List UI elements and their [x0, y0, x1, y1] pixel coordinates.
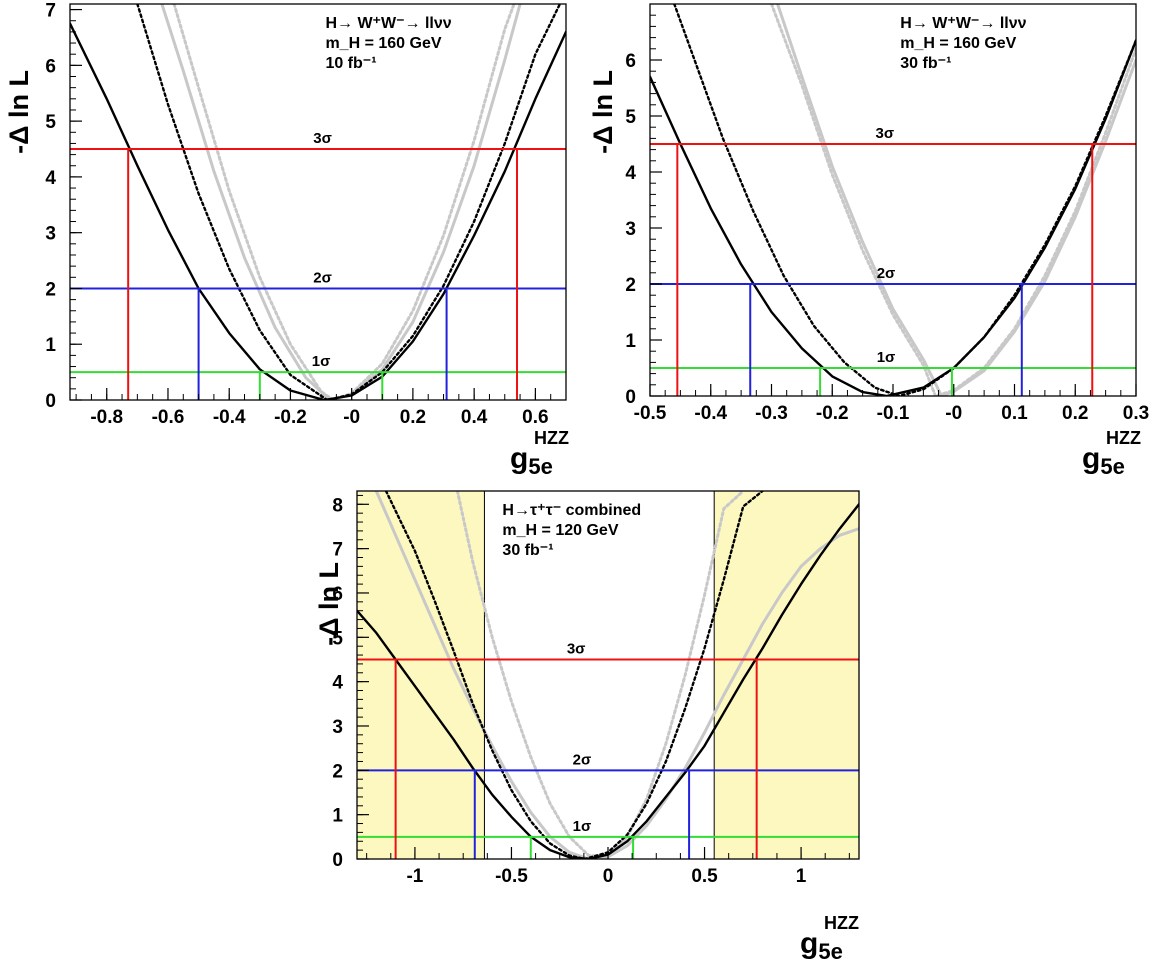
x-axis-label-subscript: 5e	[1100, 454, 1124, 479]
y-tick-label: 6	[332, 584, 343, 605]
x-tick-label: 0.4	[461, 407, 488, 428]
level-label-1sigma: 1σ	[877, 349, 896, 366]
curve-dotted-black	[673, 4, 1136, 396]
level-label-2sigma: 2σ	[877, 265, 896, 282]
x-axis-label-base: g	[800, 927, 818, 960]
plot-area	[650, 4, 1136, 396]
x-tick-label: -0.4	[213, 407, 246, 428]
info-line-3: 30 fb⁻¹	[900, 55, 951, 72]
info-line-1: H→ W⁺W⁻→ llνν	[900, 15, 1026, 32]
y-tick-label: 7	[332, 540, 343, 561]
x-tick-label: -0	[343, 407, 360, 428]
info-line-3: 10 fb⁻¹	[325, 55, 376, 72]
x-tick-label: 0.1	[1001, 403, 1028, 424]
y-tick-label: 4	[332, 673, 343, 694]
level-label-1sigma: 1σ	[573, 818, 592, 835]
y-axis-label: -Δ ln L	[588, 70, 618, 154]
level-label-3sigma: 3σ	[567, 640, 586, 657]
x-tick-label: 1	[796, 866, 807, 887]
level-label-2sigma: 2σ	[573, 751, 592, 768]
x-tick-label: -0.5	[634, 403, 667, 424]
excluded-band-0	[356, 490, 485, 860]
info-line-3: 30 fb⁻¹	[502, 542, 553, 559]
curve-solid-black	[650, 39, 1136, 396]
excluded-band-1	[713, 490, 860, 860]
y-tick-label: 0	[625, 387, 636, 408]
y-tick-label: 0	[332, 850, 343, 871]
x-axis-label-superscript: HZZ	[824, 913, 859, 933]
level-label-1sigma: 1σ	[312, 353, 331, 370]
y-tick-label: 0	[45, 391, 56, 412]
y-tick-label: 5	[332, 628, 343, 649]
y-tick-label: 8	[332, 495, 343, 516]
x-axis-label-base: g	[1082, 442, 1100, 475]
x-tick-label: -1	[406, 866, 423, 887]
y-tick-label: 6	[625, 51, 636, 72]
x-tick-label: -0.2	[816, 403, 849, 424]
x-tick-label: -0.1	[877, 403, 910, 424]
x-tick-label: -0.8	[90, 407, 123, 428]
y-axis-label: -Δ ln L	[4, 70, 34, 154]
y-tick-label: 3	[332, 717, 343, 738]
x-axis-label-base: g	[510, 442, 528, 475]
x-tick-label: 0.6	[522, 407, 548, 428]
chart-panel-top-right: 1σ 2σ 3σ -0.5 -0.4 -0.3 -0.2 -0.1 -0 0.1 0.2 0.3 0 1 2…	[588, 3, 1149, 479]
level-label-2sigma: 2σ	[313, 269, 332, 286]
curve-dotted-gray	[455, 491, 745, 859]
x-tick-label: -0.6	[152, 407, 185, 428]
y-tick-label: 4	[625, 163, 636, 184]
x-tick-label: -0.3	[755, 403, 788, 424]
plot-frame	[649, 3, 1137, 397]
y-tick-label: 5	[45, 112, 56, 133]
level-label-3sigma: 3σ	[875, 125, 894, 142]
y-tick-label: 3	[625, 219, 636, 240]
y-tick-label: 2	[332, 761, 343, 782]
x-tick-label: -0.5	[495, 866, 528, 887]
y-tick-label: 2	[625, 275, 636, 296]
x-axis-label-subscript: 5e	[528, 454, 552, 479]
chart-panel-top-left: 1σ 2σ 3σ -0.8 -0.6 -0.4 -0.2 -0 0.2 0.4 0.6 0 1 2 3 4 5 6…	[4, 1, 569, 479]
curve-solid-gray	[374, 491, 859, 859]
info-line-2: m_H = 120 GeV	[502, 522, 618, 539]
x-axis-label-superscript: HZZ	[534, 428, 569, 448]
y-tick-label: 6	[45, 56, 56, 77]
info-line-1: H→ W⁺W⁻→ llνν	[325, 15, 451, 32]
plot-area	[70, 4, 566, 400]
y-tick-label: 4	[45, 168, 56, 189]
x-axis-label-subscript: 5e	[818, 939, 842, 964]
x-axis-label-superscript: HZZ	[1106, 428, 1141, 448]
y-tick-label: 1	[625, 331, 636, 352]
x-tick-label: 0.2	[400, 407, 426, 428]
x-tick-label: 0.3	[1123, 403, 1149, 424]
x-axis-label: g5e	[1082, 442, 1125, 479]
info-line-2: m_H = 160 GeV	[325, 35, 441, 52]
x-axis-label: g5e	[800, 927, 843, 964]
y-tick-label: 5	[625, 107, 636, 128]
x-axis-label: g5e	[510, 442, 553, 479]
x-tick-label: 0	[603, 866, 614, 887]
y-tick-label: 3	[45, 224, 56, 245]
y-tick-label: 2	[45, 279, 56, 300]
y-axis-label: -Δ ln L	[314, 562, 344, 646]
info-line-2: m_H = 160 GeV	[900, 35, 1016, 52]
x-tick-label: -0.2	[274, 407, 307, 428]
y-tick-label: 7	[45, 1, 56, 22]
plot-frame	[69, 3, 567, 401]
curve-dotted-gray	[770, 4, 1136, 396]
x-tick-label: 0.2	[1062, 403, 1088, 424]
y-tick-label: 1	[332, 806, 343, 827]
y-tick-label: 1	[45, 335, 56, 356]
x-tick-label: -0.4	[694, 403, 727, 424]
level-label-3sigma: 3σ	[313, 130, 332, 147]
x-tick-label: 0.5	[691, 866, 718, 887]
curve-solid-gray	[776, 4, 1136, 396]
x-tick-label: -0	[945, 403, 962, 424]
info-line-1: H→τ⁺τ⁻ combined	[502, 502, 641, 519]
curve-solid-black	[70, 22, 566, 400]
